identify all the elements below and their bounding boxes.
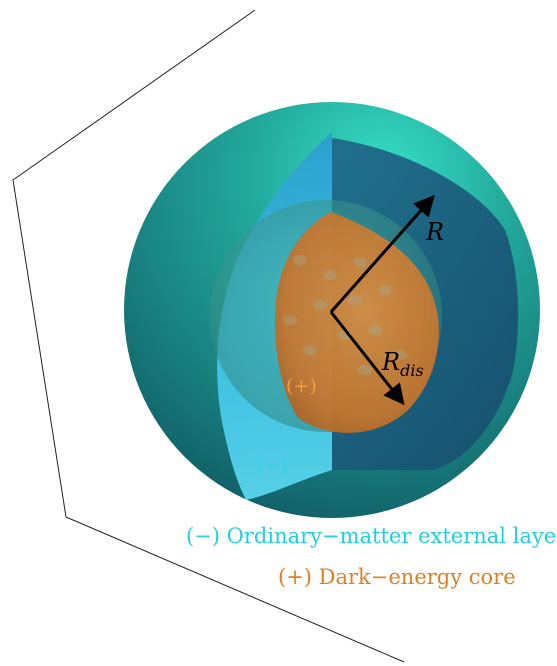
core-wedge	[274, 212, 439, 433]
label-outer-sign: (−)	[257, 454, 288, 476]
label-r: R	[425, 218, 444, 246]
label-rdis-main: R	[381, 348, 400, 376]
bounding-box-edges	[12, 9, 405, 663]
caption-core: (+) Dark−energy core	[278, 565, 516, 589]
radius-rdis-arrow	[329, 311, 405, 406]
radius-r-arrow	[329, 194, 435, 313]
core-texture	[283, 255, 407, 375]
label-rdis: Rdis	[381, 348, 424, 380]
box-edge-top	[12, 9, 256, 181]
label-rdis-sub: dis	[400, 361, 424, 380]
label-core-sign: (+)	[286, 375, 317, 397]
box-edge-left	[12, 179, 67, 518]
box-edge-bottom	[65, 516, 405, 663]
caption-outer-layer: (−) Ordinary−matter external layer	[186, 524, 557, 548]
